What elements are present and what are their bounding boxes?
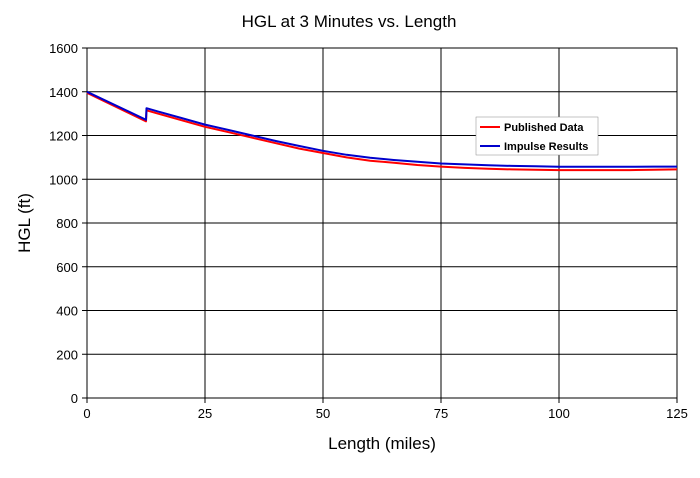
- y-tick-label: 1600: [49, 41, 78, 56]
- x-tick-label: 0: [83, 406, 90, 421]
- legend: Published Data Impulse Results: [475, 116, 599, 156]
- x-tick-label: 75: [434, 406, 448, 421]
- y-tick-label: 1400: [49, 85, 78, 100]
- axis-ticks: 0 25 50 75 100 125 0 200 400 600 800 1000 1200 1400 16…: [49, 41, 688, 421]
- y-tick-label: 600: [56, 260, 78, 275]
- y-tick-label: 1200: [49, 129, 78, 144]
- x-tick-label: 100: [548, 406, 570, 421]
- chart-title: HGL at 3 Minutes vs. Length: [242, 12, 457, 31]
- series-line-impulse-results: [86, 90, 677, 168]
- y-tick-label: 800: [56, 216, 78, 231]
- y-tick-label: 1000: [49, 172, 78, 187]
- series-line-published-data: [86, 91, 678, 172]
- x-axis-label: Length (miles): [328, 434, 436, 453]
- legend-box: [475, 116, 599, 156]
- series-lines: [86, 90, 678, 172]
- y-tick-label: 400: [56, 304, 78, 319]
- x-tick-label: 125: [666, 406, 688, 421]
- y-tick-label: 200: [56, 347, 78, 362]
- grid: [87, 48, 677, 398]
- legend-label-published-data: Published Data: [504, 122, 584, 134]
- legend-label-impulse-results: Impulse Results: [504, 141, 588, 153]
- y-tick-label: 0: [71, 391, 78, 406]
- x-tick-label: 50: [316, 406, 330, 421]
- y-axis-label: HGL (ft): [15, 193, 34, 253]
- x-tick-label: 25: [198, 406, 212, 421]
